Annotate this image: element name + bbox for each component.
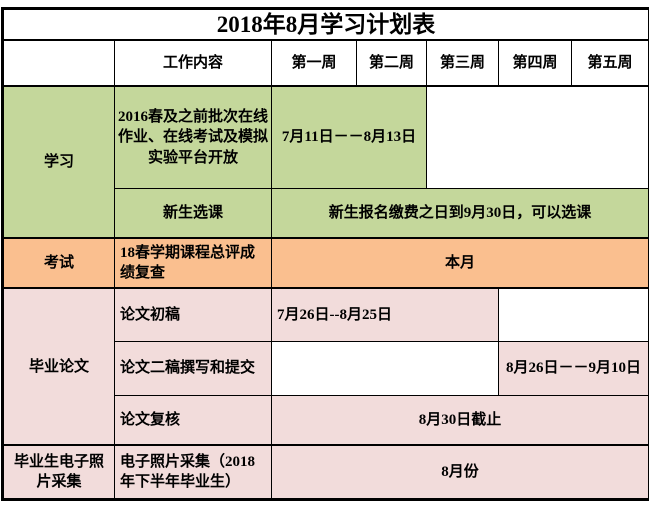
header-work-content: 工作内容 bbox=[115, 40, 272, 86]
header-week-2: 第二周 bbox=[357, 40, 427, 86]
section-label-thesis: 毕业论文 bbox=[3, 288, 115, 445]
thesis-draft2-cell: 论文二稿撰写和提交 bbox=[115, 341, 272, 395]
study-task1-date-cell: 7月11日－－8月13日 bbox=[272, 86, 427, 188]
page-title: 2018年8月学习计划表 bbox=[3, 9, 649, 41]
exam-task-cell: 18春学期课程总评成绩复查 bbox=[115, 238, 272, 288]
thesis-draft1-empty-cell bbox=[499, 288, 649, 341]
study-plan-table: 2018年8月学习计划表 工作内容 第一周 第二周 第三周 第四周 第五周 学习… bbox=[1, 7, 649, 501]
exam-row: 考试 18春学期课程总评成绩复查 本月 bbox=[3, 238, 649, 288]
header-blank-cell bbox=[3, 40, 115, 86]
study-task2-date-cell: 新生报名缴费之日到9月30日，可以选课 bbox=[272, 188, 649, 238]
thesis-draft1-cell: 论文初稿 bbox=[115, 288, 272, 341]
header-week-1: 第一周 bbox=[272, 40, 357, 86]
section-label-study: 学习 bbox=[3, 86, 115, 238]
section-label-exam: 考试 bbox=[3, 238, 115, 288]
thesis-review-date-cell: 8月30日截止 bbox=[272, 395, 649, 445]
thesis-draft1-date-cell: 7月26日--8月25日 bbox=[272, 288, 499, 341]
thesis-row-1: 毕业论文 论文初稿 7月26日--8月25日 bbox=[3, 288, 649, 341]
section-label-photo: 毕业生电子照片采集 bbox=[3, 445, 115, 499]
header-week-3: 第三周 bbox=[427, 40, 499, 86]
study-task2-cell: 新生选课 bbox=[115, 188, 272, 238]
study-task1-empty-cell bbox=[427, 86, 649, 188]
thesis-review-cell: 论文复核 bbox=[115, 395, 272, 445]
study-task1-cell: 2016春及之前批次在线作业、在线考试及模拟实验平台开放 bbox=[115, 86, 272, 188]
photo-date-cell: 8月份 bbox=[272, 445, 649, 499]
study-row-1: 学习 2016春及之前批次在线作业、在线考试及模拟实验平台开放 7月11日－－8… bbox=[3, 86, 649, 188]
photo-row: 毕业生电子照片采集 电子照片采集（2018年下半年毕业生） 8月份 bbox=[3, 445, 649, 499]
photo-task-cell: 电子照片采集（2018年下半年毕业生） bbox=[115, 445, 272, 499]
thesis-draft2-empty-cell bbox=[272, 341, 499, 395]
header-week-5: 第五周 bbox=[572, 40, 649, 86]
exam-date-cell: 本月 bbox=[272, 238, 649, 288]
header-row: 工作内容 第一周 第二周 第三周 第四周 第五周 bbox=[3, 40, 649, 86]
header-week-4: 第四周 bbox=[499, 40, 572, 86]
thesis-draft2-date-cell: 8月26日－－9月10日 bbox=[499, 341, 649, 395]
title-row: 2018年8月学习计划表 bbox=[3, 9, 649, 41]
